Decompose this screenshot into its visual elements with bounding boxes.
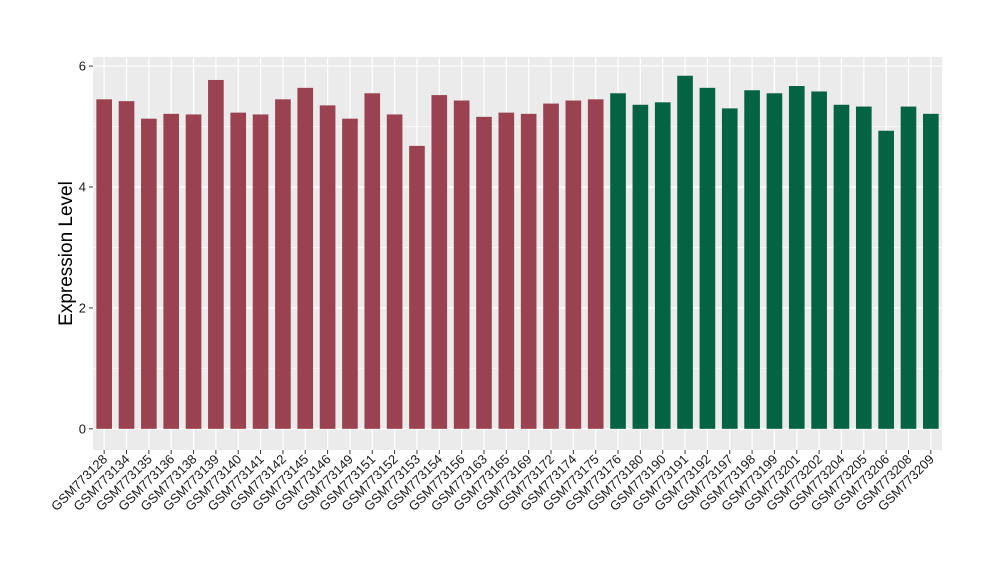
bar-GSM773135 xyxy=(141,118,157,429)
bar-GSM773156 xyxy=(453,100,470,429)
bar-GSM773140 xyxy=(230,112,247,429)
bar-GSM773206 xyxy=(878,130,894,429)
y-axis-title: Expression Level xyxy=(56,181,77,326)
bar-GSM773191 xyxy=(677,75,693,429)
bar-GSM773134 xyxy=(118,101,135,429)
bar-GSM773208 xyxy=(900,106,917,429)
bars xyxy=(96,75,939,429)
bar-GSM773209 xyxy=(923,113,939,429)
bar-GSM773151 xyxy=(364,93,381,429)
bar-GSM773175 xyxy=(587,99,604,429)
bar-GSM773180 xyxy=(632,104,649,429)
bar-GSM773141 xyxy=(252,114,269,429)
bar-GSM773139 xyxy=(208,79,224,429)
bar-GSM773190 xyxy=(654,102,671,429)
y-tick-label: 2 xyxy=(79,300,86,315)
bar-GSM773199 xyxy=(766,93,783,429)
bar-GSM773154 xyxy=(431,95,448,429)
bar-GSM773138 xyxy=(185,114,202,429)
bar-GSM773165 xyxy=(498,112,515,429)
y-tick-label: 6 xyxy=(79,59,86,74)
y-tick-label: 0 xyxy=(79,421,86,436)
bar-GSM773163 xyxy=(476,116,492,429)
bar-GSM773172 xyxy=(543,103,559,429)
bar-GSM773204 xyxy=(833,104,850,429)
bar-GSM773152 xyxy=(386,114,403,429)
bar-GSM773202 xyxy=(811,91,827,429)
bar-GSM773176 xyxy=(610,93,626,429)
bar-GSM773149 xyxy=(342,118,358,429)
bar-GSM773198 xyxy=(744,90,760,429)
y-tick-label: 4 xyxy=(79,179,86,194)
bar-GSM773145 xyxy=(297,87,314,429)
bar-GSM773169 xyxy=(520,113,537,429)
bar-GSM773153 xyxy=(409,145,425,429)
bar-GSM773128 xyxy=(96,99,112,429)
x-axis: GSM773128GSM773134GSM773135GSM773136GSM7… xyxy=(48,450,937,514)
bar-GSM773174 xyxy=(565,100,582,429)
y-axis: 0 2 4 6 xyxy=(79,59,93,436)
bar-GSM773201 xyxy=(788,86,805,429)
bar-GSM773142 xyxy=(275,99,291,429)
bar-GSM773136 xyxy=(163,113,180,429)
bar-GSM773205 xyxy=(855,106,872,429)
bar-GSM773197 xyxy=(721,108,738,429)
bar-GSM773192 xyxy=(699,87,716,429)
bar-GSM773146 xyxy=(319,105,336,429)
